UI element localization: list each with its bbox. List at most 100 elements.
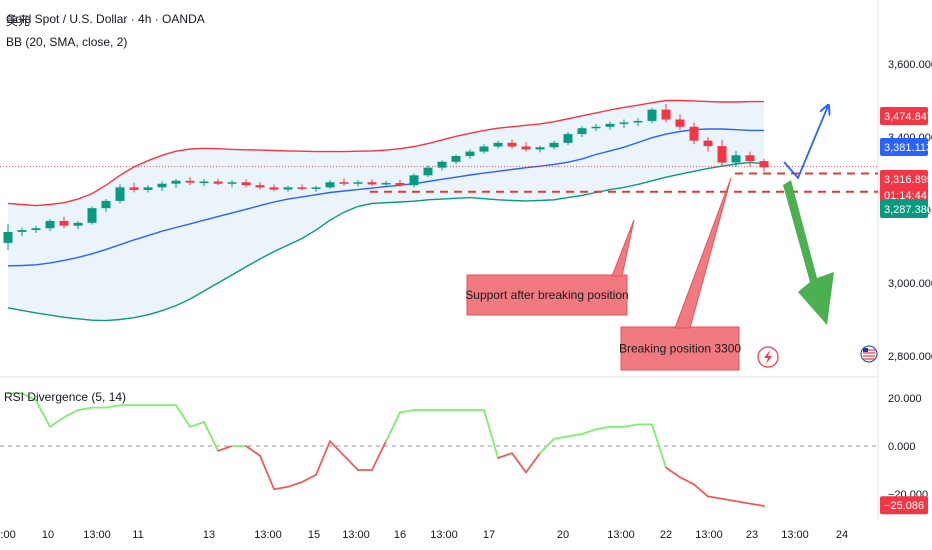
candle-body [143, 187, 153, 190]
rsi-segment [679, 476, 695, 486]
rsi-segment [553, 435, 569, 440]
rsi-segment [525, 452, 541, 474]
rsi-segment [399, 409, 415, 414]
rsi-segment [483, 409, 499, 459]
candle-body [591, 126, 601, 129]
candle-body [269, 187, 279, 190]
candle-body [381, 182, 391, 185]
rsi-segment [203, 421, 219, 452]
rsi-segment [539, 437, 555, 455]
time-axis-label: 13 [203, 529, 215, 541]
rsi-segment [273, 485, 289, 491]
candle-body [395, 182, 405, 186]
bb-indicator-label[interactable]: BB (20, SMA, close, 2) [6, 35, 128, 49]
candle-body [479, 146, 489, 152]
candle-body [717, 146, 727, 163]
price-badge-high-text: 3,474.847 [884, 111, 932, 123]
candle-body [619, 122, 629, 124]
annotation-breaking-text: Breaking position 3300 [619, 342, 741, 356]
time-axis-label: 10 [42, 529, 54, 541]
rsi-indicator-label[interactable]: RSI Divergence (5, 14) [4, 390, 127, 404]
candle-body [605, 123, 615, 127]
candle-body [283, 187, 293, 190]
time-axis-label: 16 [394, 529, 406, 541]
rsi-segment [301, 473, 317, 483]
rsi-axis-label: 20.000 [888, 393, 922, 405]
rsi-segment [63, 409, 79, 419]
candle-body [731, 155, 741, 163]
annotation-support-box [466, 274, 628, 316]
time-axis-label: 13:00 [430, 529, 458, 541]
candle-body [59, 220, 69, 226]
bb-upper-line [7, 99, 764, 207]
rsi-segment [315, 440, 331, 476]
rsi-badge-text: −25.086 [884, 500, 924, 512]
candle-body [311, 187, 321, 189]
time-axis-label: 17 [483, 529, 495, 541]
candle-body [661, 109, 671, 120]
price-badge-lower-text: 3,287.380 [884, 204, 932, 216]
rsi-segment [329, 440, 345, 457]
blue-up-arrow [783, 106, 828, 180]
candle-body [437, 161, 447, 168]
rsi-segment [511, 452, 527, 474]
time-axis-label: 13:00 [83, 529, 111, 541]
time-axis-label: 11 [132, 529, 143, 541]
rsi-badge [880, 496, 928, 515]
time-axis-label: 15 [308, 529, 320, 541]
rsi-segment [665, 466, 681, 479]
price-badge-high [880, 107, 928, 125]
price-badge-last-text: 3,316.895 [884, 174, 932, 186]
candle-body [535, 147, 545, 150]
candle-body [507, 142, 517, 147]
time-axis-label: 13:00 [254, 529, 282, 541]
rsi-segment [105, 404, 121, 409]
price-badge-countdown: 01:14:44 [884, 190, 927, 202]
price-badge-last [880, 170, 928, 204]
candle-body [3, 231, 13, 243]
rsi-segment [623, 423, 639, 428]
time-axis-label: 13:00 [781, 529, 809, 541]
rsi-segment [735, 500, 751, 505]
candle-body [563, 134, 573, 143]
candle-body [521, 146, 531, 150]
candle-body [325, 182, 335, 188]
chart-title: Gold Spot / U.S. Dollar · 4h · OANDA [6, 12, 205, 26]
candle-body [493, 142, 503, 147]
bb-band-fill [8, 100, 764, 321]
currency-label[interactable]: 美元 [6, 14, 31, 28]
time-axis-label: 22 [660, 529, 672, 541]
price-axis-label: 3,000.000 [888, 278, 932, 290]
candle-body [759, 161, 769, 168]
candle-body [199, 181, 209, 184]
candle-body [87, 208, 97, 223]
rsi-segment [49, 416, 65, 428]
candle-body [185, 180, 195, 183]
rsi-segment [567, 433, 583, 438]
rsi-segment [693, 483, 709, 498]
candle-body [157, 183, 167, 188]
rsi-segment [497, 452, 513, 459]
rsi-segment [77, 406, 93, 411]
rsi-segment [651, 423, 667, 469]
candle-body [297, 187, 307, 189]
rsi-axis-label: 0.000 [888, 441, 916, 453]
candle-body [353, 182, 363, 184]
time-axis-label: 23 [746, 529, 758, 541]
price-axis-label: 2,800.000 [888, 351, 932, 363]
time-axis-label: 13:00 [0, 529, 16, 541]
candle-body [423, 167, 433, 176]
candle-body [31, 228, 41, 231]
candle-body [409, 175, 419, 186]
candle-body [675, 119, 685, 127]
annotation-breaking-box [620, 326, 740, 371]
candle-body [465, 151, 475, 156]
candle-body [745, 155, 755, 162]
rsi-segment [287, 481, 303, 488]
candle-body [367, 182, 377, 185]
time-axis-label: 13:00 [607, 529, 635, 541]
candle-body [101, 200, 111, 209]
rsi-segment [21, 392, 37, 402]
candle-body [689, 126, 699, 141]
candle-body [255, 185, 265, 188]
